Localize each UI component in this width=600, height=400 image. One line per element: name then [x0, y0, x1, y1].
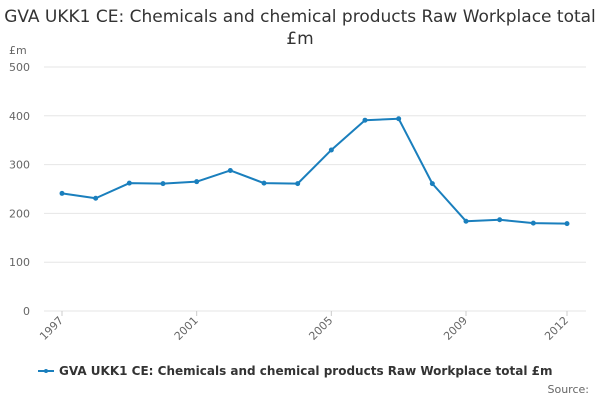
- data-point[interactable]: [261, 180, 267, 186]
- data-point[interactable]: [93, 195, 99, 201]
- legend-label: GVA UKK1 CE: Chemicals and chemical prod…: [59, 364, 553, 378]
- data-point[interactable]: [497, 217, 503, 223]
- y-axis-ticks: 0 100 200 300 400 500: [9, 61, 30, 318]
- data-point[interactable]: [530, 220, 536, 226]
- data-point[interactable]: [463, 218, 469, 224]
- series-layer: [59, 116, 570, 227]
- x-tick-label: 2001: [172, 314, 201, 343]
- y-tick-label: 400: [9, 110, 30, 123]
- x-tick-label: 2009: [441, 314, 470, 343]
- data-point[interactable]: [160, 181, 166, 187]
- x-tick-label: 2012: [542, 314, 571, 343]
- legend-marker: [44, 369, 48, 373]
- y-tick-label: 500: [9, 61, 30, 74]
- chart-title: GVA UKK1 CE: Chemicals and chemical prod…: [4, 7, 596, 49]
- y-tick-label: 100: [9, 256, 30, 269]
- x-tick-label: 1997: [37, 314, 66, 343]
- x-tick-label: 2005: [306, 314, 335, 343]
- legend-swatch-icon: [38, 366, 54, 376]
- legend[interactable]: GVA UKK1 CE: Chemicals and chemical prod…: [38, 364, 553, 378]
- data-point[interactable]: [396, 116, 402, 122]
- x-axis-ticks: 1997 2001 2005 2009 2012: [37, 311, 571, 343]
- gridlines: [44, 66, 586, 312]
- data-point[interactable]: [362, 117, 368, 123]
- y-axis-unit-label: £m: [9, 44, 27, 57]
- data-point[interactable]: [564, 221, 570, 227]
- data-point[interactable]: [328, 147, 334, 153]
- source-label: Source:: [547, 383, 590, 396]
- y-tick-label: 0: [23, 305, 30, 318]
- series-line[interactable]: [61, 117, 568, 225]
- data-point[interactable]: [295, 181, 301, 187]
- y-tick-label: 300: [9, 159, 30, 172]
- data-point[interactable]: [429, 181, 435, 187]
- data-point[interactable]: [194, 179, 200, 185]
- y-tick-label: 200: [9, 207, 30, 220]
- data-point[interactable]: [126, 180, 132, 186]
- data-point[interactable]: [227, 167, 233, 173]
- data-point[interactable]: [59, 190, 65, 196]
